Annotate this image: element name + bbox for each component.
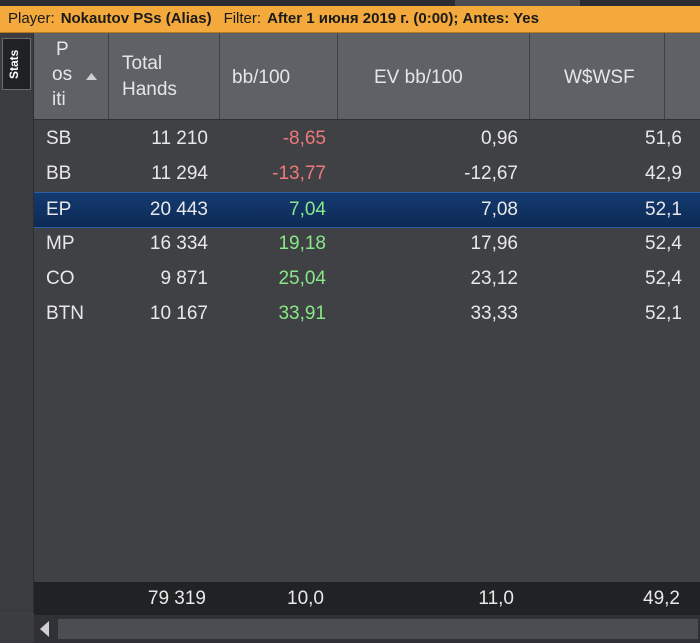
header-ev-bb100-label: EV bb/100: [374, 67, 463, 88]
stats-side-tab[interactable]: Stats: [2, 38, 31, 90]
cell-position: SB: [46, 128, 72, 149]
cell-total-hands: 9 871: [160, 268, 208, 289]
total-wwsf: 49,2: [643, 588, 680, 609]
cell-wwsf: 42,9: [645, 163, 682, 184]
cell-ev-bb100: 0,96: [481, 128, 518, 149]
cell-bb100: 19,18: [278, 233, 326, 254]
cell-bb100: 7,04: [289, 199, 326, 220]
triangle-up-icon: [86, 73, 97, 80]
header-ev-bb100[interactable]: EV bb/100: [338, 33, 530, 119]
total-bb100: 10,0: [287, 588, 324, 609]
table-row[interactable]: MP 16 334 19,18 17,96 52,4: [34, 227, 700, 261]
cell-bb100: 25,04: [278, 268, 326, 289]
cell-ev-bb100: 17,96: [470, 233, 518, 254]
scrollbar-thumb[interactable]: [58, 619, 698, 639]
header-bb100-label: bb/100: [232, 67, 291, 88]
stats-side-tab-label: Stats: [7, 49, 21, 79]
window-top-strip: [0, 0, 700, 6]
cell-bb100: -8,65: [282, 128, 326, 149]
cell-total-hands: 11 210: [151, 128, 208, 149]
cell-position: CO: [46, 268, 75, 289]
table-body: SB 11 210 -8,65 0,96 51,6 BB 11 294 -13,…: [34, 120, 700, 582]
header-total-hands[interactable]: Total Hands: [108, 33, 220, 119]
top-tab[interactable]: [455, 0, 580, 6]
table-header: P os iti Total Hands bb/100 EV bb/100 W$…: [34, 33, 700, 120]
header-position[interactable]: P os iti: [34, 33, 109, 119]
horizontal-scrollbar[interactable]: [34, 615, 700, 643]
cell-wwsf: 52,1: [645, 303, 682, 324]
scroll-corner: [0, 615, 34, 643]
cell-wwsf: 51,6: [645, 128, 682, 149]
filter-label: Filter:: [223, 10, 262, 27]
cell-position: EP: [46, 199, 72, 220]
filter-bar: Player: Nokautov PSs (Alias) Filter: After …: [0, 6, 700, 33]
cell-wwsf: 52,1: [645, 199, 682, 220]
left-tab-strip: [0, 33, 34, 613]
table-row[interactable]: BTN 10 167 33,91 33,33 52,1: [34, 297, 700, 331]
totals-row: 79 319 10,0 11,0 49,2: [34, 582, 700, 615]
table-row[interactable]: CO 9 871 25,04 23,12 52,4: [34, 262, 700, 296]
cell-ev-bb100: 7,08: [481, 199, 518, 220]
table-row[interactable]: BB 11 294 -13,77 -12,67 42,9: [34, 157, 700, 191]
table-row[interactable]: SB 11 210 -8,65 0,96 51,6: [34, 122, 700, 156]
cell-ev-bb100: -12,67: [464, 163, 518, 184]
player-value: Nokautov PSs (Alias): [60, 10, 212, 27]
cell-bb100: -13,77: [272, 163, 326, 184]
header-wwsf[interactable]: W$WSF: [530, 33, 665, 119]
header-total-hands-line1: Total: [122, 53, 163, 74]
cell-total-hands: 10 167: [149, 303, 208, 324]
header-position-line1: P: [56, 39, 69, 60]
header-wwsf-label: W$WSF: [564, 67, 635, 88]
filter-value: After 1 июня 2019 г. (0:00); Antes: Yes: [267, 10, 539, 27]
cell-wwsf: 52,4: [645, 233, 682, 254]
total-hands-sum: 79 319: [147, 588, 206, 609]
cell-wwsf: 52,4: [645, 268, 682, 289]
table-row-selected[interactable]: EP 20 443 7,04 7,08 52,1: [34, 192, 700, 228]
cell-position: BB: [46, 163, 72, 184]
total-ev-bb100: 11,0: [478, 588, 514, 609]
cell-position: MP: [46, 233, 75, 254]
cell-position: BTN: [46, 303, 84, 324]
scroll-left-arrow-icon[interactable]: [40, 621, 49, 637]
cell-ev-bb100: 33,33: [470, 303, 518, 324]
cell-total-hands: 11 294: [151, 163, 208, 184]
cell-bb100: 33,91: [278, 303, 326, 324]
cell-ev-bb100: 23,12: [470, 268, 518, 289]
header-position-line3: iti: [52, 89, 66, 110]
header-position-line2: os: [52, 64, 73, 85]
player-label: Player:: [8, 10, 55, 27]
header-total-hands-line2: Hands: [122, 79, 177, 100]
cell-total-hands: 20 443: [149, 199, 208, 220]
header-bb100[interactable]: bb/100: [220, 33, 338, 119]
cell-total-hands: 16 334: [149, 233, 208, 254]
